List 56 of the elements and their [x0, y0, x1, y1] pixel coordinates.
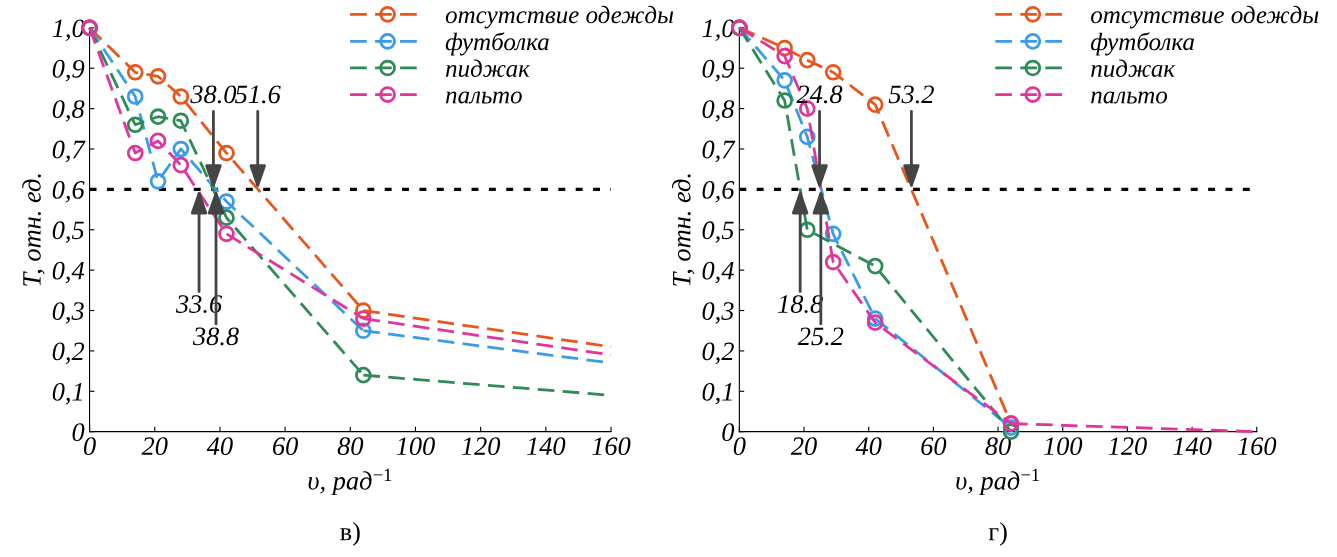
text: в) [340, 521, 360, 546]
x-tick-label: 20 [141, 437, 168, 456]
y-tick-label: 0,8 [702, 100, 735, 122]
y-axis-title: T, отн. ед. [672, 174, 695, 286]
legend-label: отсутствие одежды [1091, 5, 1319, 29]
y-tick-label: 0,5 [52, 221, 84, 243]
legend-label: пальто [1091, 91, 1168, 104]
y-axis-title: T, отн. ед. [22, 174, 45, 286]
annotation: 38.0 [190, 85, 237, 104]
x-tick-label: 20 [790, 437, 817, 456]
legend-label: отсутствие одежды [445, 5, 674, 29]
y-tick-label: 0 [72, 423, 85, 442]
annotation: 51.6 [235, 85, 281, 104]
y-tick-label: 0,2 [52, 342, 85, 365]
y-tick-label: 0,9 [52, 59, 85, 82]
annotation: 25.2 [797, 327, 844, 346]
legend-label: пальто [445, 91, 522, 104]
x-tick-label: 160 [1237, 437, 1277, 456]
y-tick-label: 0,2 [702, 342, 734, 365]
annotation: 38.8 [192, 327, 239, 346]
x-tick-label: 60 [272, 437, 298, 456]
x-tick-label: 160 [592, 437, 631, 456]
y-tick-label: 0,1 [52, 382, 82, 405]
annotation: 53.2 [888, 85, 934, 104]
legend-label: пиджак [445, 59, 530, 78]
annotation: 24.8 [796, 85, 843, 104]
legend-label: футболка [445, 32, 549, 56]
y-tick-label: 0,4 [702, 261, 734, 284]
x-tick-label: 120 [1108, 437, 1147, 456]
x-axis-title: υ, рад$^{−1}$ [308, 468, 392, 496]
x-axis-title: υ, рад$^{−1}$ [956, 468, 1039, 496]
y-tick-label: 0,1 [702, 382, 732, 405]
y-tick-label: 0,3 [702, 302, 734, 324]
x-tick-label: 140 [526, 437, 566, 456]
x-tick-label: 100 [396, 437, 435, 456]
x-tick-label: 60 [921, 437, 947, 456]
x-tick-label: 80 [985, 437, 1011, 456]
legend-label: пиджак [1091, 59, 1176, 78]
x-tick-label: 80 [337, 437, 364, 456]
y-tick-label: 0,7 [52, 140, 86, 163]
x-tick-label: 40 [206, 437, 233, 456]
y-tick-label: 0,7 [702, 140, 736, 163]
y-tick-label: 0,6 [702, 180, 735, 203]
x-tick-label: 120 [461, 437, 501, 456]
legend-label: футболка [1090, 32, 1194, 56]
text: г) [988, 521, 1007, 546]
y-tick-label: 0,6 [52, 180, 85, 203]
y-tick-label: 0,4 [52, 261, 85, 284]
x-tick-label: 140 [1173, 437, 1212, 456]
y-tick-label: 0 [722, 423, 735, 442]
y-tick-label: 0,3 [52, 302, 84, 324]
x-tick-label: 100 [1043, 437, 1083, 456]
x-tick-label: 40 [855, 437, 882, 456]
y-tick-label: 0,8 [52, 100, 85, 122]
y-tick-label: 0,9 [702, 59, 735, 82]
y-tick-label: 0,5 [702, 221, 734, 243]
